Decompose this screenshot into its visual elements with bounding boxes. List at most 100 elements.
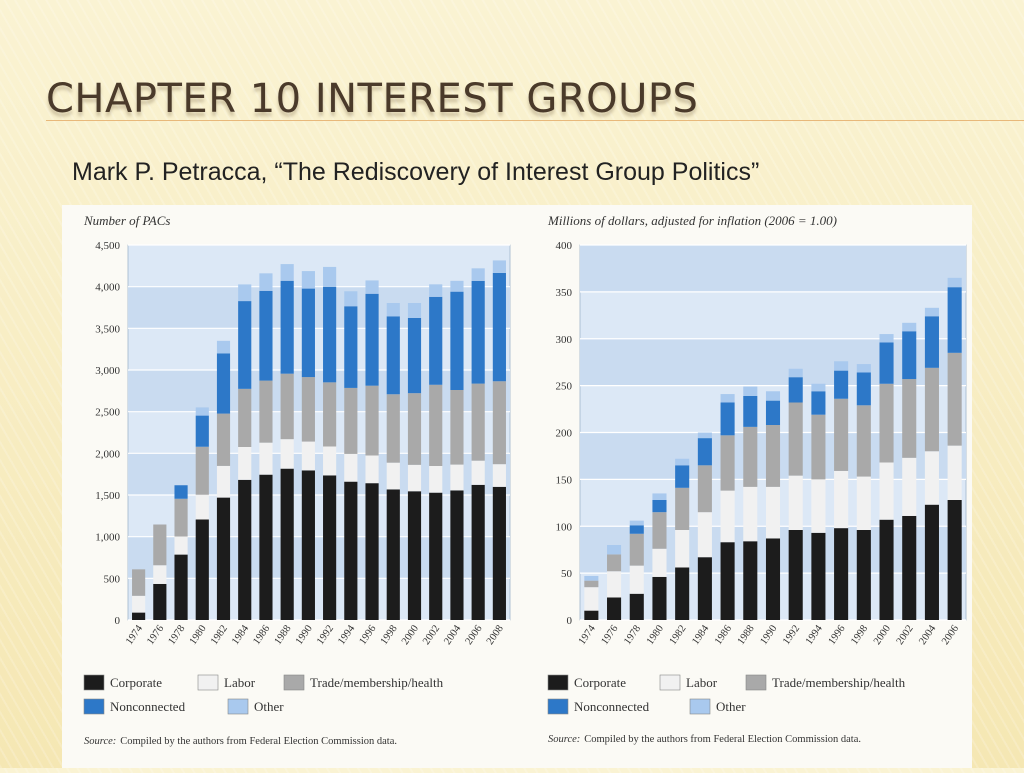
bar-segment-nonconnected-1992 [323,286,337,383]
y-tick-label: 1,000 [95,532,120,544]
y-tick-label: 50 [561,568,573,580]
bar-segment-labor-1984 [697,512,712,558]
legend-label-nonconnected: Nonconnected [574,699,650,714]
bar-segment-corporate-1992 [788,530,803,620]
bar-segment-nonconnected-2006 [947,287,962,353]
bar-segment-nonconnected-1998 [856,372,871,406]
source-label: Source: [84,736,116,747]
bar-segment-nonconnected-1984 [238,301,252,389]
x-tick-label: 1988 [736,623,757,647]
bar-segment-trade-membership-health-1986 [720,435,735,491]
x-tick-label: 1998 [379,623,400,647]
y-tick-label: 2,500 [95,407,120,419]
source-note: Source: Compiled by the authors from Fede… [84,736,397,747]
bar-segment-nonconnected-1996 [834,370,849,399]
bar-segment-trade-membership-health-1974 [584,580,599,588]
bar-segment-trade-membership-health-1976 [607,554,622,572]
legend-label-trade-membership-health: Trade/membership/health [772,675,906,690]
y-axis-label: Millions of dollars, adjusted for inflat… [547,213,837,228]
x-tick-label: 1992 [315,623,336,647]
legend-label-other: Other [716,699,746,714]
bar-segment-trade-membership-health-1996 [365,385,379,456]
bar-segment-trade-membership-health-2004 [924,367,939,452]
bar-segment-labor-1984 [238,447,252,480]
bar-segment-other-1998 [856,364,871,373]
bar-segment-nonconnected-1994 [344,306,358,388]
bar-segment-labor-1988 [280,439,294,469]
bar-segment-corporate-1988 [743,541,758,620]
x-tick-label: 1984 [690,623,711,647]
bar-segment-nonconnected-1986 [720,402,735,436]
bar-segment-nonconnected-1984 [697,438,712,466]
pac-spending-chart: Millions of dollars, adjusted for inflat… [547,213,967,745]
bar-segment-corporate-1976 [607,597,622,620]
x-tick-label: 2004 [917,623,938,647]
bar-segment-nonconnected-2004 [924,316,939,368]
source-label: Source: [548,734,580,745]
bar-segment-other-1978 [629,520,644,526]
bar-segment-labor-1976 [607,571,622,598]
bar-segment-trade-membership-health-1978 [629,533,644,566]
bar-segment-other-1994 [344,291,358,307]
x-tick-label: 1996 [357,623,378,647]
bar-segment-trade-membership-health-1988 [280,373,294,440]
bar-segment-labor-1982 [216,465,231,498]
bar-segment-trade-membership-health-2002 [902,379,917,458]
bar-segment-nonconnected-1980 [652,500,667,513]
legend-label-corporate: Corporate [574,675,626,690]
x-tick-label: 1980 [645,623,666,647]
bar-segment-trade-membership-health-1990 [765,425,781,487]
bar-segment-other-1996 [834,361,849,371]
grid-band [580,245,966,292]
bar-segment-nonconnected-2002 [429,296,443,385]
bar-segment-trade-membership-health-1984 [238,388,252,447]
bar-segment-corporate-1998 [386,489,400,620]
bar-segment-corporate-1994 [344,481,358,620]
bar-segment-labor-2006 [471,460,485,485]
bar-segment-labor-1982 [675,530,690,568]
bar-segment-corporate-1996 [365,483,379,620]
x-tick-label: 2002 [895,623,916,647]
bar-segment-corporate-2000 [879,519,894,620]
bar-segment-labor-2002 [902,457,917,516]
bar-segment-labor-1980 [652,548,667,577]
bar-segment-trade-membership-health-1994 [811,414,826,480]
bar-segment-other-1988 [280,264,294,281]
bar-segment-corporate-1990 [765,538,781,620]
bar-segment-labor-1974 [132,595,146,613]
x-tick-label: 1990 [758,623,779,647]
bar-segment-other-2004 [450,280,464,292]
bar-segment-corporate-1984 [238,479,252,620]
bar-segment-trade-membership-health-1980 [652,512,667,549]
bar-segment-labor-1992 [788,475,803,530]
y-tick-label: 4,500 [95,240,120,252]
bar-segment-labor-2002 [429,466,443,493]
bar-segment-other-1990 [301,271,315,289]
bar-segment-trade-membership-health-1992 [323,382,337,447]
bar-segment-corporate-1982 [216,497,231,620]
x-tick-label: 1992 [781,623,802,647]
bar-segment-labor-1996 [365,455,379,484]
bar-segment-trade-membership-health-1978 [174,498,188,537]
bar-segment-nonconnected-2000 [407,318,422,394]
bar-segment-nonconnected-1990 [765,400,781,425]
x-tick-label: 1986 [251,623,272,647]
bar-segment-corporate-2000 [407,491,422,620]
bar-segment-trade-membership-health-1996 [834,398,849,471]
y-tick-label: 3,500 [95,323,120,335]
x-tick-label: 1978 [622,623,643,647]
figure-svg: Number of PACs05001,0001,5002,0002,5003,… [83,213,967,747]
bar-segment-other-1984 [697,432,712,439]
bar-segment-labor-1988 [743,486,758,542]
bar-segment-labor-1994 [811,479,826,533]
x-tick-label: 1990 [294,623,315,647]
x-tick-label: 1994 [804,623,825,647]
slide-title: CHAPTER 10 INTEREST GROUPS [46,76,699,122]
bar-segment-nonconnected-1992 [788,377,803,403]
bar-segment-corporate-1974 [584,610,599,620]
source-note: Source: Compiled by the authors from Fede… [548,734,861,745]
bar-segment-trade-membership-health-1982 [675,487,690,530]
legend-swatch-trade-membership-health [745,674,767,691]
bar-segment-other-1988 [743,386,758,396]
bar-segment-labor-1998 [856,476,871,530]
